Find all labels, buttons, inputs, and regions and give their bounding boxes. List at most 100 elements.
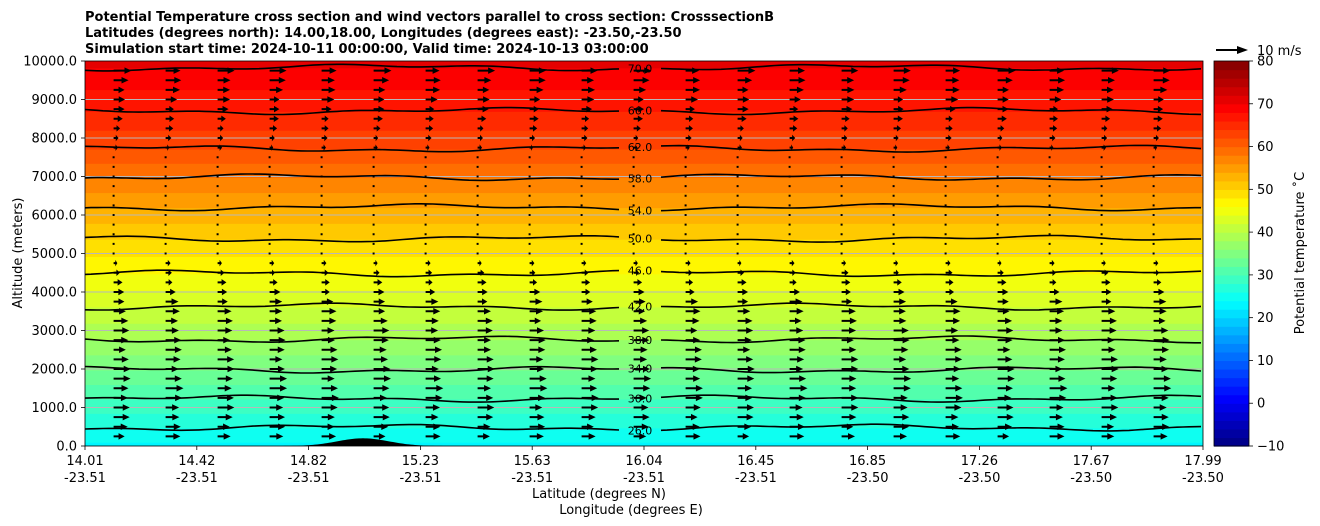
wind-vector bbox=[321, 67, 337, 74]
wind-vector bbox=[997, 336, 1013, 344]
wind-vector bbox=[685, 125, 693, 132]
wind-vector bbox=[165, 67, 181, 74]
wind-vector bbox=[841, 423, 854, 430]
colorbar-segment bbox=[1214, 343, 1249, 353]
wind-vector bbox=[1101, 327, 1117, 334]
wind-vector bbox=[1049, 67, 1065, 74]
wind-vector bbox=[997, 317, 1013, 325]
temperature-band bbox=[85, 177, 1203, 194]
wind-vector bbox=[581, 317, 597, 325]
wind-vector bbox=[789, 298, 803, 305]
wind-vector bbox=[425, 269, 433, 276]
wind-vector bbox=[633, 394, 647, 402]
colorbar-tick-label: −10 bbox=[1257, 440, 1284, 455]
colorbar-segment bbox=[1214, 163, 1249, 173]
wind-vector bbox=[841, 279, 851, 286]
wind-vector bbox=[945, 404, 962, 411]
y-tick-label: 4000.0 bbox=[32, 286, 78, 301]
wind-vector bbox=[685, 413, 698, 421]
wind-vector bbox=[893, 317, 907, 325]
wind-vector bbox=[685, 327, 698, 334]
wind-vector bbox=[841, 298, 853, 305]
wind-vector bbox=[841, 336, 854, 344]
wind-vector bbox=[269, 423, 286, 430]
wind-vector bbox=[945, 288, 955, 296]
wind-vector bbox=[1049, 105, 1059, 113]
wind-vector bbox=[529, 125, 538, 132]
wind-vector bbox=[217, 375, 233, 382]
wind-vector bbox=[893, 298, 907, 305]
contour-label: 38.0 bbox=[628, 334, 653, 347]
x-tick-label-lon: -23.50 bbox=[1182, 471, 1224, 486]
wind-vector bbox=[113, 259, 118, 267]
wind-vector bbox=[217, 327, 233, 334]
wind-vector bbox=[321, 105, 332, 113]
wind-vector bbox=[165, 308, 180, 315]
wind-vector bbox=[217, 105, 229, 113]
wind-vector bbox=[789, 96, 801, 103]
chart-title: Potential Temperature cross section and … bbox=[85, 10, 774, 57]
temperature-band bbox=[85, 192, 1203, 209]
wind-vector bbox=[113, 279, 123, 286]
wind-vector bbox=[581, 336, 595, 344]
wind-vector bbox=[529, 394, 546, 402]
wind-vector bbox=[477, 105, 489, 113]
wind-vector bbox=[945, 356, 963, 363]
wind-vector bbox=[529, 115, 539, 122]
wind-vector bbox=[997, 115, 1007, 122]
wind-vector bbox=[633, 134, 639, 142]
wind-vector bbox=[685, 105, 695, 113]
wind-vector bbox=[165, 279, 173, 286]
wind-vector bbox=[529, 413, 545, 421]
wind-vector bbox=[425, 105, 435, 113]
wind-vector bbox=[373, 269, 380, 276]
wind-vector bbox=[477, 356, 494, 363]
wind-vector bbox=[529, 134, 536, 142]
colorbar-segment bbox=[1214, 274, 1249, 285]
wind-vector bbox=[165, 365, 179, 373]
wind-vector bbox=[321, 288, 330, 296]
wind-vector bbox=[633, 385, 651, 392]
wind-vector bbox=[945, 423, 960, 430]
wind-vector bbox=[581, 423, 594, 430]
colorbar-segment bbox=[1214, 249, 1249, 259]
wind-vector bbox=[373, 423, 389, 430]
wind-vector bbox=[581, 288, 591, 296]
wind-vector bbox=[997, 375, 1015, 382]
wind-vector bbox=[997, 279, 1007, 286]
wind-vector bbox=[893, 125, 902, 132]
wind-vector bbox=[737, 423, 752, 430]
wind-vector bbox=[581, 125, 589, 132]
wind-vector bbox=[633, 105, 645, 113]
wind-vector bbox=[945, 365, 961, 373]
wind-vector bbox=[321, 125, 329, 132]
wind-vector bbox=[425, 394, 443, 402]
wind-vector bbox=[945, 308, 961, 315]
wind-vector bbox=[893, 105, 904, 113]
wind-vector bbox=[113, 125, 121, 132]
wind-vector bbox=[529, 77, 546, 84]
wind-vector bbox=[217, 115, 226, 122]
wind-vector bbox=[633, 269, 640, 276]
wind-vector bbox=[997, 365, 1015, 373]
wind-vector bbox=[529, 269, 536, 276]
wind-vector bbox=[113, 269, 120, 276]
wind-vector bbox=[165, 394, 183, 402]
wind-vector bbox=[685, 298, 699, 305]
wind-vector bbox=[321, 346, 338, 353]
wind-vector bbox=[425, 433, 441, 440]
wind-vector bbox=[269, 375, 288, 382]
wind-vector bbox=[373, 288, 385, 296]
x-tick-label-lon: -23.51 bbox=[399, 471, 441, 486]
wind-vector bbox=[1049, 134, 1056, 142]
colorbar-tick-label: 20 bbox=[1257, 311, 1274, 326]
wind-vector bbox=[373, 413, 390, 421]
wind-vector bbox=[321, 365, 338, 373]
wind-vector bbox=[373, 67, 392, 74]
wind-vector bbox=[373, 144, 378, 151]
wind-vector bbox=[373, 327, 390, 334]
wind-vector bbox=[581, 365, 598, 373]
wind-vector bbox=[165, 298, 179, 305]
wind-vector bbox=[1101, 279, 1111, 286]
x-axis: 14.01 -23.51 14.42 -23.51 14.82 -23.51 15.23 -2… bbox=[64, 446, 1224, 486]
